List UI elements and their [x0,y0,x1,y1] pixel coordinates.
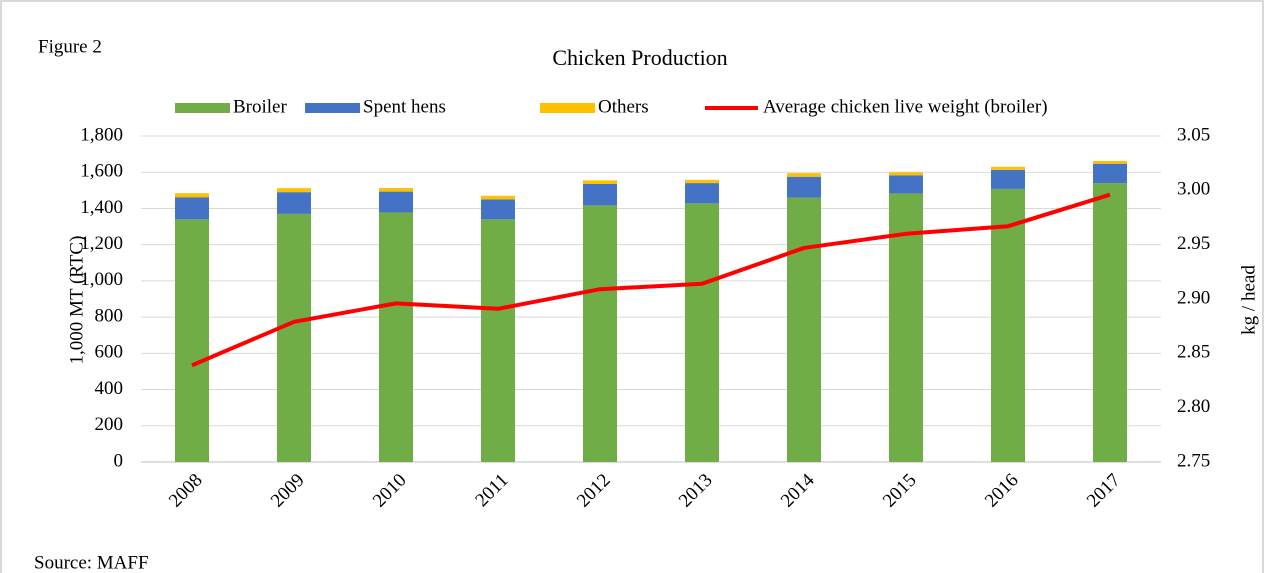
bar [379,212,413,462]
y-tick-label: 400 [95,378,124,399]
y-tick-label: 1,800 [80,124,123,145]
y2-tick-label: 2.80 [1177,396,1210,417]
bar [277,192,311,214]
figure-label: Figure 2 [38,36,102,57]
bar [1093,160,1127,164]
bar [481,219,515,462]
bar [175,219,209,462]
bar [991,188,1025,462]
bar [379,187,413,192]
bar [787,197,821,463]
bar [991,166,1025,170]
bar [379,191,413,213]
bar [175,197,209,220]
y-tick-label: 200 [95,414,124,435]
bar [787,176,821,198]
y-tick-label: 1,200 [80,233,123,254]
y2-tick-label: 2.95 [1177,233,1210,254]
y2-tick-label: 2.90 [1177,287,1210,308]
bar [685,203,719,462]
y-tick-label: 0 [114,450,124,471]
bar [787,173,821,177]
bar [481,195,515,200]
legend-label: Spent hens [363,96,446,117]
bar [685,179,719,184]
bar [889,175,923,194]
bar [889,193,923,462]
source: Source: MAFF [34,552,149,573]
legend-label: Average chicken live weight (broiler) [763,96,1048,117]
line [191,192,1111,368]
bar [175,193,209,198]
bar [991,169,1025,189]
bar [1093,183,1127,463]
legend-swatch [305,103,360,113]
bar [481,199,515,220]
y-axis-title: 1,000 MT (RTC) [66,236,87,365]
y2-tick-label: 3.00 [1177,179,1210,200]
legend-label: Others [598,96,649,117]
bar [685,183,719,204]
y2-tick-label: 2.85 [1177,342,1210,363]
legend-swatch [175,103,230,113]
bar [583,180,617,184]
y2-axis-title: kg / head [1238,265,1259,335]
legend-swatch [540,103,595,113]
y2-tick-label: 2.75 [1177,450,1210,471]
chart-title: Chicken Production [552,45,727,70]
y-tick-label: 1,600 [80,161,123,182]
y-tick-label: 1,400 [80,197,123,218]
y-tick-label: 1,000 [80,269,123,290]
y-tick-label: 600 [95,342,124,363]
bar [583,183,617,206]
y-tick-label: 800 [95,305,124,326]
bar [583,205,617,463]
bar [1093,163,1127,184]
bar [277,213,311,462]
legend-label: Broiler [233,96,287,117]
y2-tick-label: 3.05 [1177,124,1210,145]
bar [277,188,311,193]
bar [889,172,923,176]
